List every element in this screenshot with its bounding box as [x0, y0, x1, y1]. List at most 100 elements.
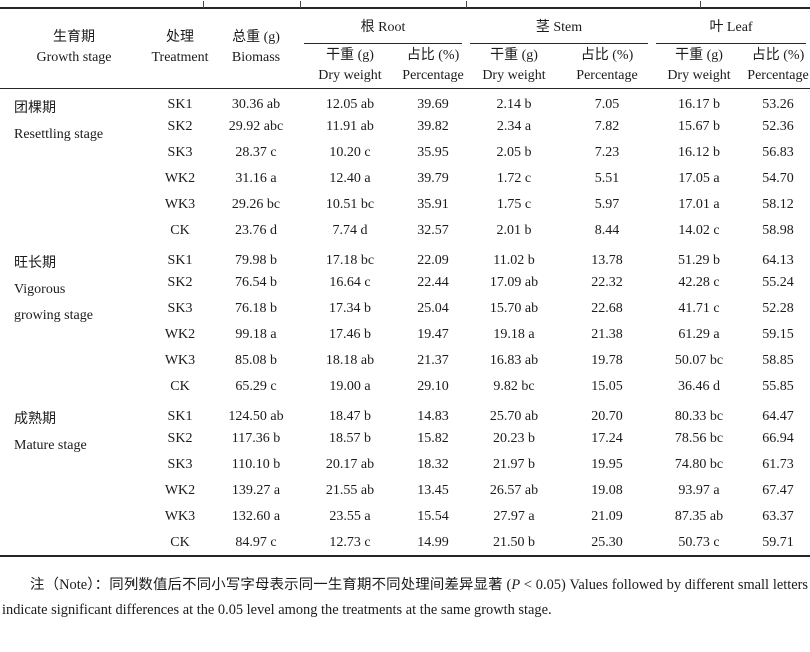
root-dw-cell: 19.00 a [329, 379, 371, 394]
stem-dry-weight-header: 干重 (g) Dry weight [466, 44, 563, 89]
root-pct-cell: 14.83 [417, 408, 449, 424]
stem-pct-cell: 7.82 [594, 119, 620, 134]
root-pct-cell: 39.79 [417, 171, 449, 186]
root-dw-cell: 18.57 b [329, 431, 371, 446]
table-row: WK3 132.60 a 23.55 a 15.54 27.97 a 21.09 87.35… [0, 504, 810, 530]
root-pct-cell: 15.82 [417, 431, 449, 446]
sub-header-zh: 占比 (%) [751, 48, 805, 64]
treatment-cell: CK [170, 379, 190, 394]
stem-dw-cell: 11.02 b [493, 252, 535, 268]
stem-percentage-header: 占比 (%) Percentage [562, 44, 653, 89]
growth-stage-cell: 成熟期 Mature stage [0, 400, 148, 556]
table-grid-tick [132, 580, 133, 586]
table-row: CK 65.29 c 19.00 a 29.10 9.82 bc 15.05 36.46 d… [0, 374, 810, 400]
treatment-cell: CK [170, 223, 190, 238]
biomass-cell: 29.26 bc [231, 197, 281, 212]
root-dw-cell: 12.05 ab [325, 96, 375, 112]
treatment-cell: SK3 [167, 145, 193, 160]
table-row: SK3 110.10 b 20.17 ab 18.32 21.97 b 19.95 74.8… [0, 452, 810, 478]
root-pct-cell: 39.69 [417, 96, 449, 112]
biomass-cell: 117.36 b [231, 431, 281, 446]
stem-dw-cell: 1.75 c [496, 197, 532, 212]
root-group-label: 根 Root [304, 11, 463, 44]
stem-dw-cell: 15.70 ab [489, 301, 539, 316]
table-footnote: 注（Note）：同列数值后不同小写字母表示同一生育期不同处理间差异显著 (P <… [2, 573, 808, 623]
leaf-dw-cell: 16.17 b [678, 96, 721, 112]
biomass-cell: 79.98 b [235, 252, 277, 268]
table-row: WK3 29.26 bc 10.51 bc 35.91 1.75 c 5.97 17.01 … [0, 192, 810, 218]
leaf-dw-cell: 17.01 a [678, 197, 720, 212]
stem-group-header: 茎 Stem [466, 8, 652, 44]
table-grid-tick [466, 1, 467, 8]
table-grid-tick [698, 580, 699, 586]
stem-pct-cell: 8.44 [594, 223, 620, 238]
stem-dw-cell: 25.70 ab [489, 408, 539, 424]
growth-stage-header-en: Growth stage [36, 50, 112, 66]
treatment-cell: SK2 [167, 431, 193, 446]
treatment-cell: WK2 [164, 327, 196, 342]
stem-pct-cell: 19.95 [591, 457, 623, 472]
treatment-cell: WK2 [164, 483, 196, 498]
treatment-column-header: 处理 Treatment [148, 8, 212, 89]
growth-stage-label-line: Mature stage [14, 438, 87, 454]
treatment-cell: SK3 [167, 457, 193, 472]
table-row: WK2 139.27 a 21.55 ab 13.45 26.57 ab 19.08 93.… [0, 478, 810, 504]
stem-dw-cell: 19.18 a [493, 327, 535, 342]
leaf-dw-cell: 15.67 b [678, 119, 721, 134]
leaf-pct-cell: 58.98 [762, 223, 794, 238]
root-pct-cell: 18.32 [417, 457, 449, 472]
sub-header-zh: 干重 (g) [490, 48, 538, 64]
root-pct-cell: 29.10 [417, 379, 449, 394]
leaf-group-label: 叶 Leaf [656, 11, 807, 44]
sub-header-en: Dry weight [667, 67, 731, 83]
leaf-pct-cell: 66.94 [762, 431, 794, 446]
leaf-dw-cell: 17.05 a [678, 171, 720, 186]
treatment-cell: SK2 [167, 119, 193, 134]
root-pct-cell: 13.45 [417, 483, 449, 498]
stem-pct-cell: 19.78 [591, 353, 623, 368]
root-dw-cell: 7.74 d [332, 223, 368, 238]
biomass-cell: 31.16 a [235, 171, 277, 186]
stem-dw-cell: 17.09 ab [489, 275, 539, 290]
growth-stage-label-line: growing stage [14, 308, 93, 324]
leaf-group-header: 叶 Leaf [652, 8, 810, 44]
biomass-header-zh: 总重 (g) [232, 30, 280, 46]
stem-dw-cell: 2.14 b [496, 96, 532, 112]
leaf-pct-cell: 56.83 [762, 145, 794, 160]
leaf-pct-cell: 63.37 [762, 509, 794, 524]
sub-header-en: Dry weight [482, 67, 546, 83]
stem-pct-cell: 25.30 [591, 534, 623, 550]
root-pct-cell: 35.91 [417, 197, 449, 212]
root-pct-cell: 35.95 [417, 145, 449, 160]
stem-dw-cell: 20.23 b [493, 431, 536, 446]
table-row: 旺长期 Vigorous growing stage SK1 79.98 b 17.18 … [0, 244, 810, 324]
stem-dw-cell: 21.50 b [493, 534, 536, 550]
biomass-cell: 139.27 a [231, 483, 281, 498]
root-dw-cell: 10.20 c [329, 145, 371, 160]
stem-dw-cell: 2.01 b [496, 223, 532, 238]
root-dw-cell: 16.64 c [329, 275, 371, 290]
table-grid-tick [378, 580, 379, 586]
stem-pct-cell: 17.24 [591, 431, 623, 446]
sub-header-en: Dry weight [318, 67, 382, 83]
growth-stage-label-line: 团棵期 [14, 100, 56, 116]
sub-header-en: Percentage [576, 67, 638, 83]
growth-stage-label-line: Vigorous [14, 282, 66, 298]
stem-pct-cell: 13.78 [591, 252, 623, 268]
stem-pct-cell: 5.97 [594, 197, 620, 212]
leaf-pct-cell: 52.28 [762, 301, 794, 316]
stem-pct-cell: 5.51 [594, 171, 620, 186]
treatment-cell: WK2 [164, 171, 196, 186]
stem-dw-cell: 1.72 c [496, 171, 532, 186]
stem-dw-cell: 16.83 ab [489, 353, 539, 368]
leaf-dw-cell: 74.80 bc [674, 457, 724, 472]
leaf-pct-cell: 59.15 [762, 327, 794, 342]
sub-header-zh: 占比 (%) [580, 48, 634, 64]
leaf-pct-cell: 58.12 [762, 197, 794, 212]
leaf-dw-cell: 87.35 ab [674, 509, 724, 524]
biomass-cell: 132.60 a [231, 509, 281, 524]
leaf-dw-cell: 36.46 d [678, 379, 721, 394]
leaf-dw-cell: 41.71 c [678, 301, 720, 316]
leaf-dw-cell: 50.07 bc [674, 353, 724, 368]
table-grid-tick [300, 1, 301, 8]
